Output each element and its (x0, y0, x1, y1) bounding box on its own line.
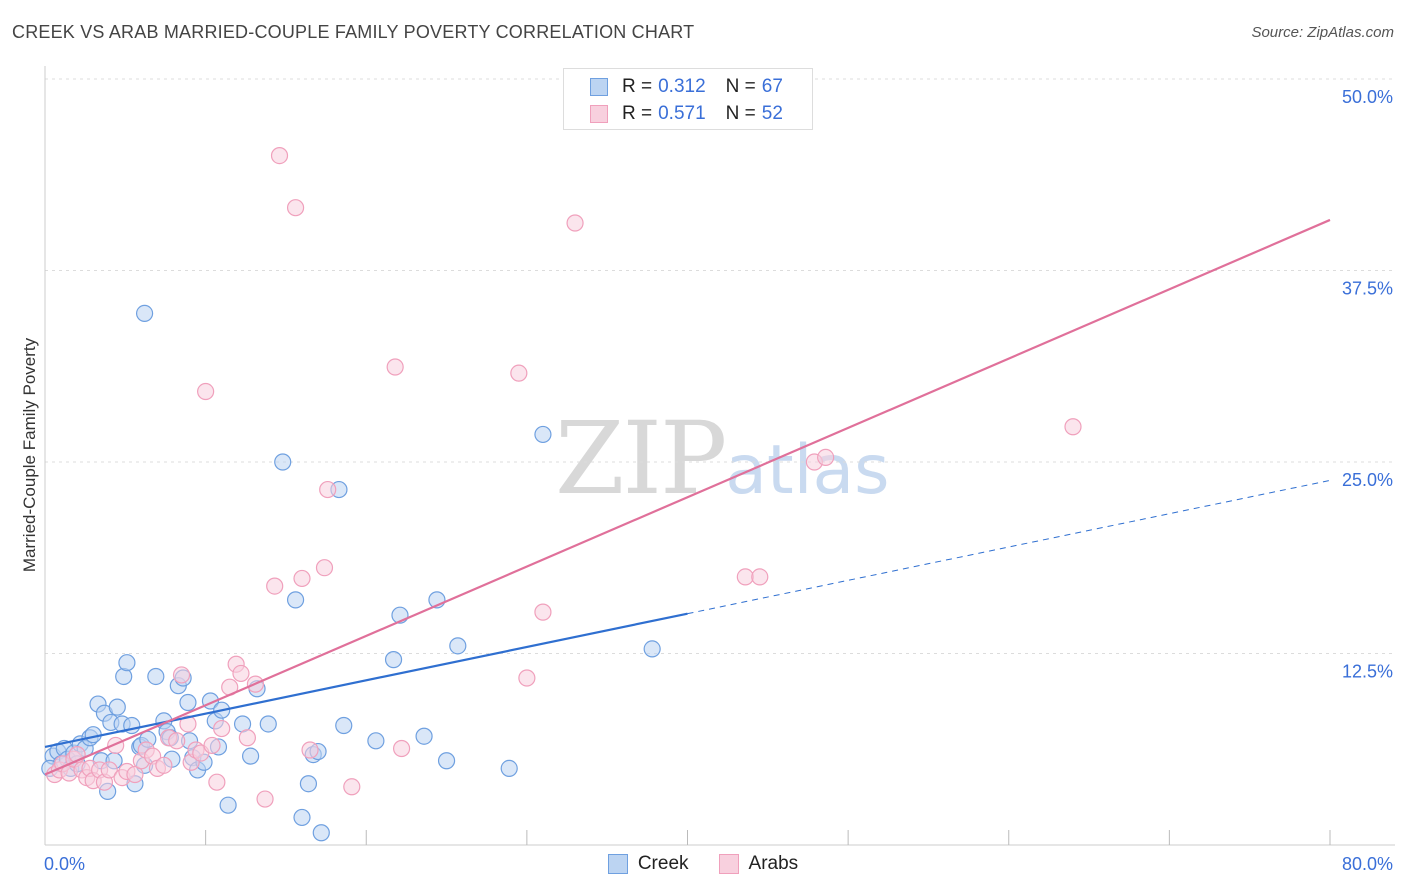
legend-label-creek: Creek (637, 853, 689, 874)
grid-lines (45, 78, 1395, 654)
data-point-arabs (213, 719, 231, 738)
legend-row-arabs: R = 0.571 N = 52 (590, 103, 783, 125)
legend-r-label: R = (622, 103, 653, 124)
data-point-arabs (518, 669, 536, 687)
data-point-arabs (566, 214, 584, 232)
data-point-arabs (238, 729, 256, 747)
data-point-arabs (232, 664, 250, 683)
data-point-creek (449, 637, 467, 655)
data-point-creek (500, 759, 518, 778)
series-legend: Creek Arabs (0, 853, 1406, 875)
data-point-arabs (534, 603, 552, 621)
data-point-creek (147, 667, 165, 686)
data-point-creek (219, 796, 237, 814)
legend-label-arabs: Arabs (748, 853, 799, 874)
data-point-creek (293, 808, 311, 827)
data-point-arabs (286, 199, 305, 217)
data-point-creek (242, 747, 260, 765)
data-point-arabs (386, 358, 404, 376)
data-point-arabs (392, 739, 411, 758)
y-tick-label: 37.5% (1342, 279, 1393, 299)
x-tick-label: 0.0% (44, 854, 85, 874)
tick-labels: 12.5% 25.0% 37.5% 50.0% 0.0% 80.0% (44, 87, 1393, 874)
data-point-creek (415, 727, 433, 745)
data-point-arabs (510, 364, 528, 382)
watermark-atlas: atlas (725, 431, 890, 510)
watermark: ZIPatlas (555, 400, 890, 517)
data-point-arabs (155, 756, 173, 774)
data-point-arabs (197, 382, 215, 401)
data-point-creek (643, 640, 661, 658)
data-point-creek (312, 824, 330, 842)
data-point-creek (384, 651, 403, 669)
watermark-zip: ZIP (555, 400, 727, 517)
y-tick-label: 50.0% (1342, 87, 1393, 107)
data-points (41, 147, 1082, 842)
axes (44, 66, 1395, 846)
data-point-creek (118, 654, 136, 672)
data-point-arabs (817, 448, 835, 467)
data-point-arabs (270, 147, 289, 165)
legend-swatch-arabs (590, 105, 608, 123)
data-point-arabs (751, 568, 769, 586)
y-tick-label: 25.0% (1342, 470, 1393, 490)
data-point-arabs (266, 577, 284, 595)
trend-line-arabs (44, 218, 1331, 776)
data-point-creek (135, 304, 154, 322)
data-point-arabs (1064, 418, 1082, 436)
data-point-arabs (172, 666, 191, 684)
data-point-arabs (736, 568, 754, 586)
legend-n-value: 52 (761, 103, 783, 124)
legend-item-arabs[interactable]: Arabs (718, 853, 799, 875)
data-point-arabs (179, 715, 197, 733)
trend-lines (44, 218, 1331, 776)
data-point-arabs (315, 559, 334, 577)
data-point-arabs (293, 569, 311, 588)
chart-title: CREEK VS ARAB MARRIED-COUPLE FAMILY POVE… (12, 22, 695, 42)
data-point-arabs (301, 741, 319, 759)
stats-legend: R = 0.312 N = 67 R = 0.571 N = 52 (563, 68, 813, 130)
data-point-creek (274, 453, 292, 471)
data-point-arabs (208, 773, 226, 791)
data-point-arabs (343, 778, 361, 796)
legend-swatch-creek (590, 78, 608, 96)
trend-line-creek (44, 612, 688, 749)
data-point-creek (437, 752, 456, 770)
legend-swatch-arabs (718, 854, 739, 874)
data-point-creek (534, 425, 552, 444)
data-point-creek (299, 775, 318, 793)
legend-r-value: 0.571 (658, 103, 706, 124)
trend-extension-creek (687, 479, 1331, 615)
data-point-creek (367, 732, 385, 750)
legend-r-label: R = (622, 76, 653, 97)
data-point-creek (108, 698, 126, 716)
data-point-arabs (319, 480, 337, 499)
data-point-arabs (256, 790, 274, 808)
data-point-creek (259, 715, 277, 733)
legend-n-label: N = (725, 76, 756, 97)
data-point-arabs (203, 736, 221, 755)
x-tick-label: 80.0% (1342, 854, 1393, 874)
legend-swatch-creek (607, 854, 628, 874)
legend-item-creek[interactable]: Creek (607, 853, 689, 875)
data-point-arabs (100, 761, 118, 779)
data-point-creek (179, 693, 197, 712)
chart-source: Source: ZipAtlas.com (1251, 24, 1394, 41)
data-point-creek (286, 591, 305, 609)
data-point-arabs (126, 765, 144, 784)
legend-row-creek: R = 0.312 N = 67 (590, 76, 783, 98)
data-point-creek (335, 716, 353, 735)
legend-n-value: 67 (761, 76, 783, 97)
legend-r-value: 0.312 (658, 76, 706, 97)
legend-n-label: N = (725, 103, 756, 124)
data-point-arabs (168, 732, 186, 750)
y-tick-label: 12.5% (1342, 662, 1393, 682)
